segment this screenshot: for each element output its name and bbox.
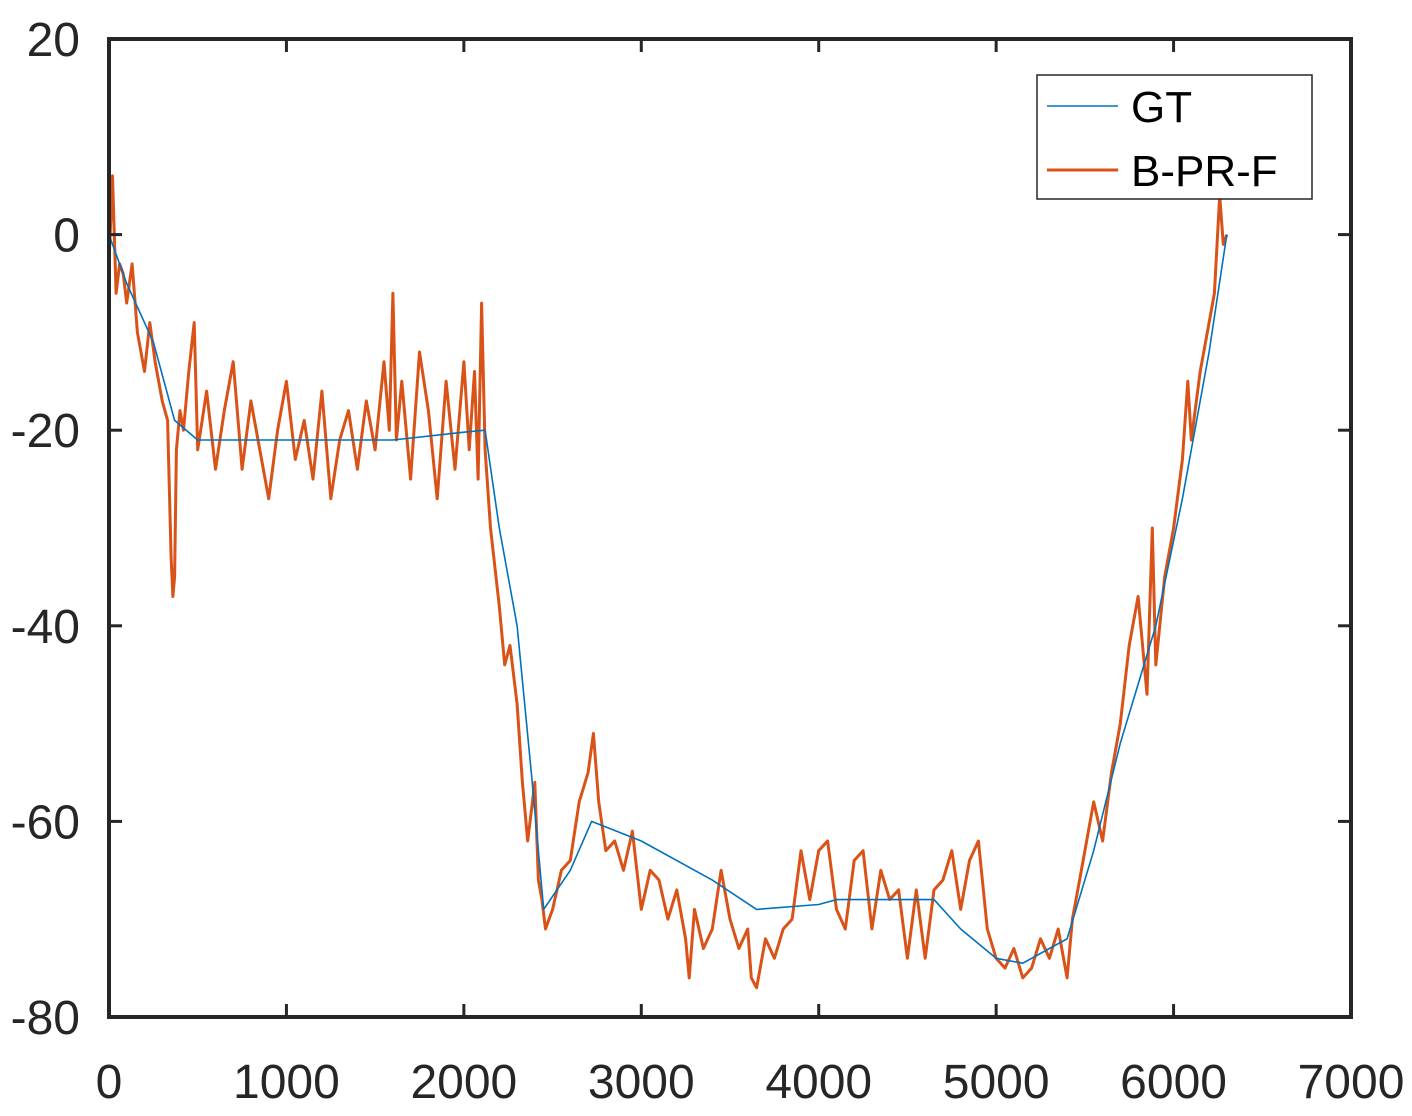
y-tick-label: -40 — [11, 601, 80, 654]
y-tick-label: -60 — [11, 796, 80, 849]
x-tick-label: 1000 — [233, 1056, 340, 1109]
x-tick-label: 7000 — [1298, 1056, 1405, 1109]
series-line-gt — [108, 234, 1228, 965]
y-tick-label: -80 — [11, 992, 80, 1045]
plot-frame — [107, 37, 1353, 1019]
series-line-b-pr-f — [107, 174, 1229, 990]
x-axis-tick-labels: 0 1000 2000 3000 4000 5000 6000 7000 — [96, 1056, 1405, 1109]
legend-label: GT — [1131, 83, 1192, 132]
legend: GT B-PR-F — [1036, 74, 1313, 200]
x-tick-label: 2000 — [410, 1056, 517, 1109]
y-tick-label: 20 — [27, 14, 80, 67]
y-tick-label: -20 — [11, 405, 80, 458]
legend-box — [1036, 74, 1313, 200]
y-axis-tick-labels: 20 0 -20 -40 -60 -80 — [11, 14, 80, 1045]
x-tick-label: 4000 — [765, 1056, 872, 1109]
x-tick-label: 6000 — [1120, 1056, 1227, 1109]
x-tick-label: 5000 — [943, 1056, 1050, 1109]
y-tick-label: 0 — [53, 210, 80, 263]
x-tick-label: 3000 — [588, 1056, 695, 1109]
x-tick-label: 0 — [96, 1056, 123, 1109]
plot-area — [107, 174, 1229, 990]
legend-label: B-PR-F — [1131, 147, 1278, 196]
tick-marks — [107, 37, 1353, 1019]
